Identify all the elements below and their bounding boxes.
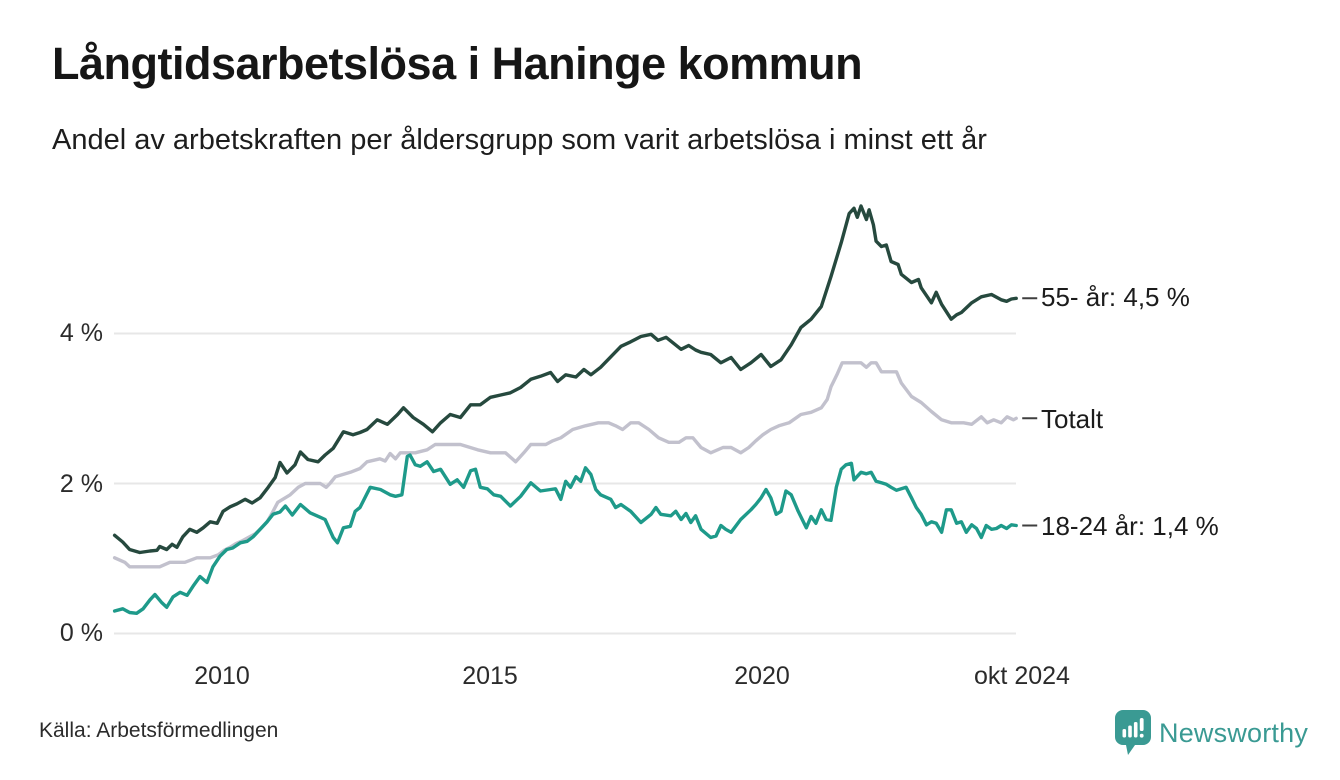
newsworthy-logo: Newsworthy <box>1115 709 1330 757</box>
series-line-18-24-r <box>112 453 1018 615</box>
series-line-55-r <box>112 204 1018 555</box>
page-subtitle: Andel av arbetskraften per åldersgrupp s… <box>52 124 987 156</box>
y-axis-tick-4pct: 4 % <box>59 319 103 347</box>
y-axis-tick-2pct: 2 % <box>59 470 103 498</box>
source-note: Källa: Arbetsförmedlingen <box>39 719 279 742</box>
x-axis-tick-okt-2024: okt 2024 <box>974 662 1070 690</box>
newsworthy-logo-text: Newsworthy <box>1159 717 1309 748</box>
x-axis-tick-2020: 2020 <box>734 662 790 690</box>
newsworthy-logo-icon <box>1115 710 1151 755</box>
series-label-18-24-ar: 18-24 år: 1,4 % <box>1041 511 1219 541</box>
y-axis-tick-0pct: 0 % <box>59 619 103 647</box>
x-axis-tick-2010: 2010 <box>194 662 250 690</box>
page-title: Långtidsarbetslösa i Haninge kommun <box>52 38 863 89</box>
series-line-Totalt <box>112 361 1018 569</box>
x-axis-tick-2015: 2015 <box>462 662 518 690</box>
series-label-55-ar: 55- år: 4,5 % <box>1041 282 1190 312</box>
series-label-totalt: Totalt <box>1041 404 1104 434</box>
